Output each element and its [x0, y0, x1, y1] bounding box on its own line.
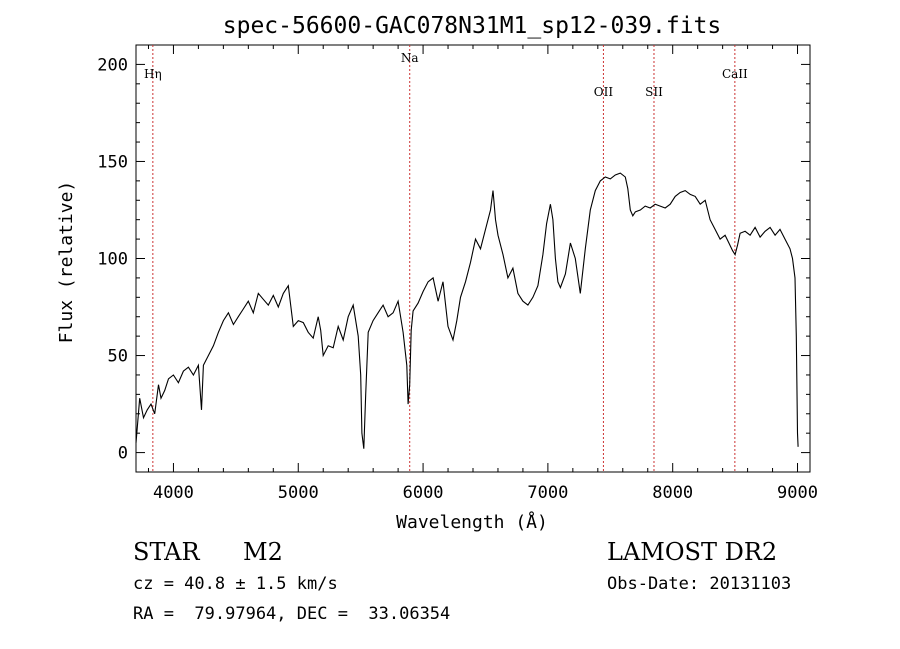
redshift-text: cz = 40.8 ± 1.5 km/s [133, 574, 338, 594]
y-tick-label: 100 [97, 250, 128, 270]
spectrum-line [135, 172, 799, 449]
plot-axes: 4000 5000 6000 7000 8000 9000 0 50 100 150 200 [97, 44, 818, 503]
line-marker-label: CaII [722, 67, 748, 81]
emission-line-markers: Hη Na OII SII CaII [144, 45, 748, 472]
object-subclass: M2 [243, 538, 283, 566]
survey-label: LAMOST DR2 [607, 538, 778, 566]
x-tick-label: 6000 [403, 483, 444, 503]
x-tick-label: 8000 [652, 483, 693, 503]
y-tick-label: 0 [118, 444, 128, 464]
line-marker-label: OII [594, 85, 614, 99]
coordinates-text: RA = 79.97964, DEC = 33.06354 [133, 604, 451, 624]
y-axis-label: Flux (relative) [56, 181, 77, 344]
x-tick-label: 4000 [153, 483, 194, 503]
chart-title: spec-56600-GAC078N31M1_sp12-039.fits [223, 13, 722, 39]
line-marker-label: SII [645, 85, 663, 99]
obs-date-text: Obs-Date: 20131103 [607, 574, 792, 594]
x-tick-label: 5000 [278, 483, 319, 503]
line-marker-label: Na [401, 51, 419, 65]
x-axis-label: Wavelength (Å) [396, 511, 548, 533]
line-marker-label: Hη [144, 67, 162, 81]
x-tick-label: 9000 [777, 483, 818, 503]
y-tick-label: 150 [97, 152, 128, 172]
y-tick-label: 200 [97, 55, 128, 75]
object-class: STAR [133, 538, 200, 566]
plot-frame [135, 44, 811, 473]
y-tick-label: 50 [108, 347, 128, 367]
x-tick-label: 7000 [527, 483, 568, 503]
